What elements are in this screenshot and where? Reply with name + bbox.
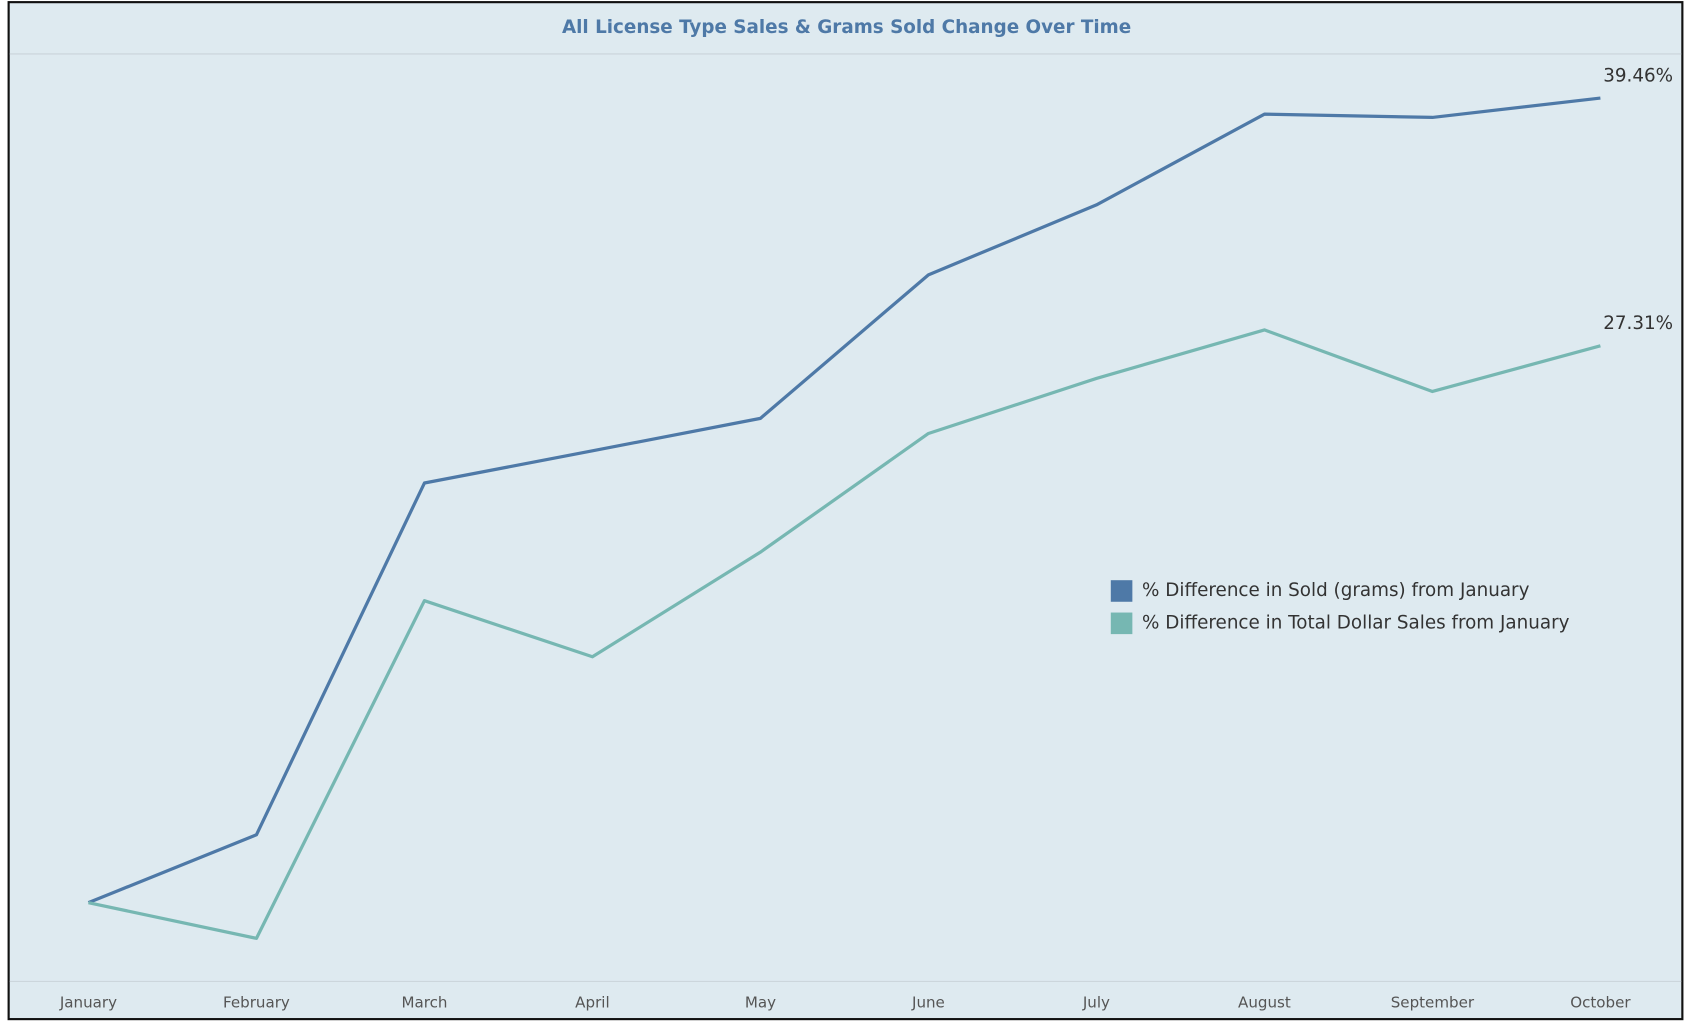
data-label: 27.31% — [1603, 313, 1673, 334]
frame — [7, 1, 1684, 1021]
x-tick-label: April — [575, 993, 609, 1011]
x-tick-label: October — [1570, 993, 1631, 1011]
legend-label: % Difference in Sold (grams) from Januar… — [1142, 580, 1530, 601]
x-tick-label: June — [911, 993, 945, 1011]
legend-label: % Difference in Total Dollar Sales from … — [1142, 612, 1570, 633]
series-line — [88, 328, 1601, 940]
series-line — [87, 96, 1601, 905]
legend-swatch — [1110, 580, 1133, 602]
x-tick-label: August — [1238, 993, 1291, 1011]
x-tick-label: January — [59, 993, 117, 1011]
chart-title: All License Type Sales & Grams Sold Chan… — [562, 17, 1131, 38]
x-tick-label: May — [745, 993, 776, 1011]
data-label: 39.46% — [1603, 65, 1673, 86]
x-tick-label: March — [401, 993, 447, 1011]
legend-swatch — [1110, 612, 1133, 635]
x-tick-label: September — [1391, 993, 1475, 1011]
x-tick-label: February — [223, 993, 290, 1011]
x-tick-label: July — [1082, 993, 1110, 1011]
